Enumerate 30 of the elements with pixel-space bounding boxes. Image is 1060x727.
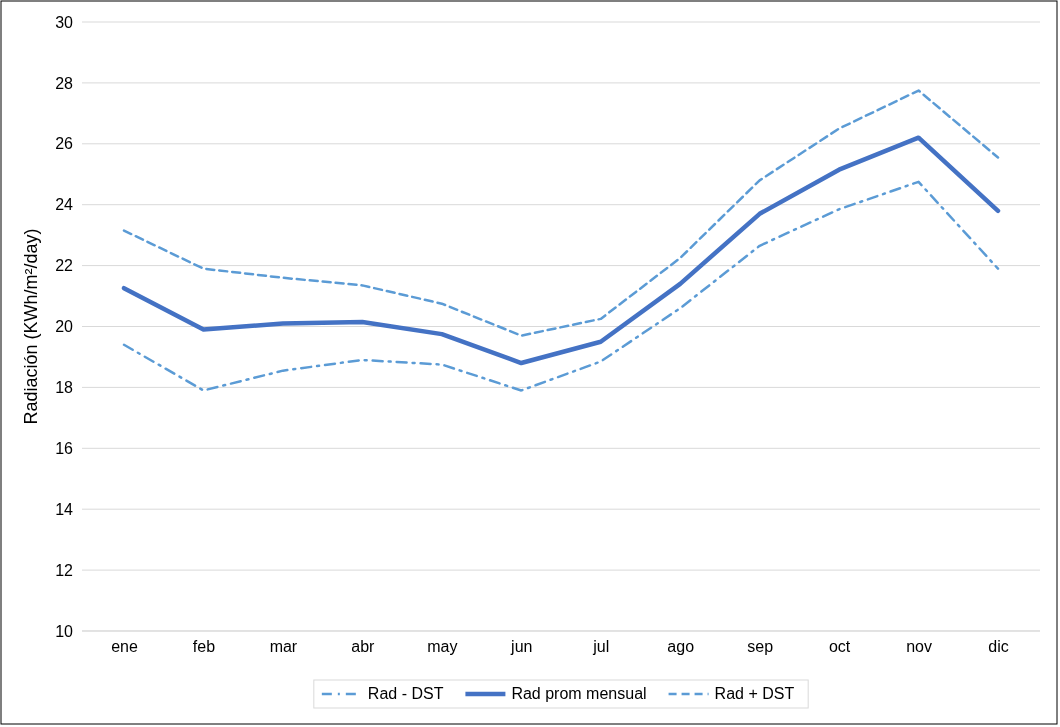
x-tick-label: jul [592, 637, 610, 655]
legend-label: Rad prom mensual [511, 685, 647, 702]
y-tick-label: 22 [55, 257, 74, 275]
y-tick-label: 10 [55, 622, 74, 640]
x-tick-label: may [427, 637, 458, 655]
x-tick-label: dic [988, 637, 1009, 655]
y-tick-label: 18 [55, 379, 74, 397]
y-tick-label: 30 [55, 13, 74, 31]
y-axis-title: Radiación (KWh/m²/day) [21, 228, 41, 425]
y-tick-label: 14 [55, 500, 74, 518]
y-tick-label: 12 [55, 561, 74, 579]
legend-label: Rad + DST [714, 685, 795, 702]
line-series [122, 89, 1000, 337]
y-tick-label: 24 [55, 196, 74, 214]
y-tick-label: 28 [55, 74, 74, 92]
legend-label: Rad - DST [367, 685, 444, 702]
y-tick-label: 20 [55, 318, 74, 336]
x-tick-label: feb [192, 637, 216, 655]
x-tick-label: ene [111, 637, 138, 655]
x-tick-label: mar [269, 637, 298, 655]
x-tick-label: jun [510, 637, 533, 655]
y-tick-label: 26 [55, 135, 74, 153]
y-tick-label: 16 [55, 439, 74, 457]
x-tick-label: abr [351, 637, 376, 655]
x-tick-label: sep [747, 637, 774, 655]
line-series [121, 135, 1001, 366]
x-tick-label: ago [667, 637, 695, 655]
x-tick-label: nov [906, 637, 932, 655]
line-series [122, 180, 1000, 392]
x-tick-label: oct [828, 637, 851, 655]
